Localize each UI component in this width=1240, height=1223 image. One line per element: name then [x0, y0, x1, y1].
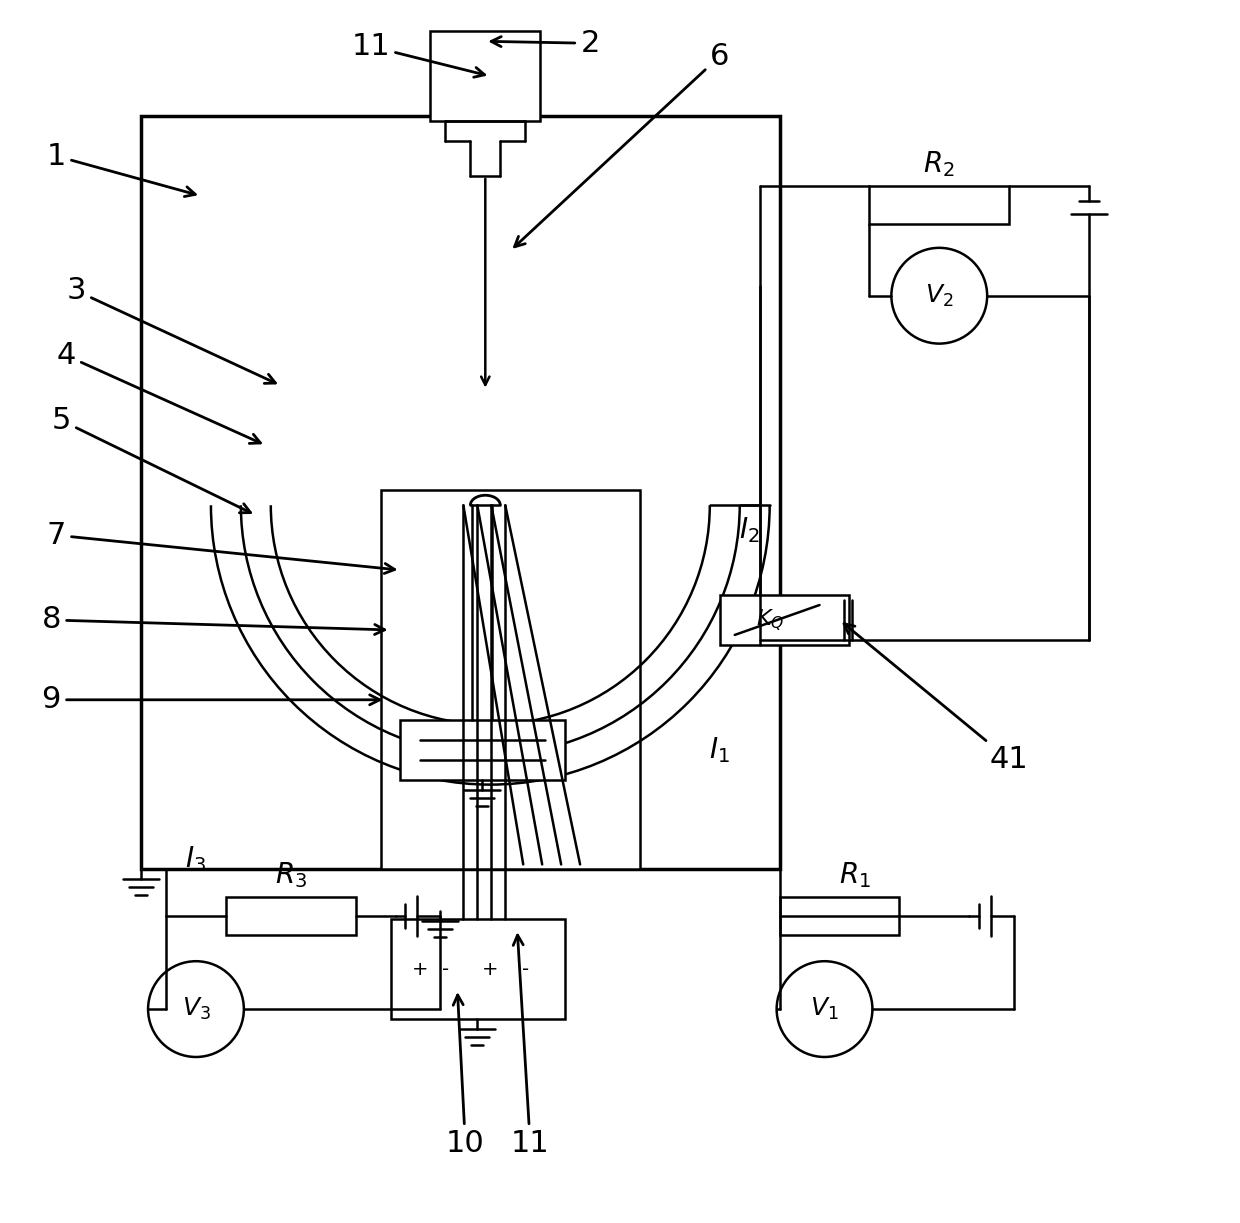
- Text: $I_2$: $I_2$: [739, 515, 760, 545]
- Text: 1: 1: [47, 142, 195, 197]
- Text: +: +: [482, 960, 498, 978]
- Bar: [869, 186, 1009, 224]
- Bar: [719, 596, 849, 645]
- Text: 5: 5: [52, 406, 250, 512]
- Text: $I_1$: $I_1$: [709, 735, 730, 764]
- Text: 11: 11: [351, 32, 485, 77]
- Text: $R_3$: $R_3$: [275, 861, 306, 890]
- Circle shape: [892, 248, 987, 344]
- Text: 7: 7: [47, 521, 394, 574]
- Text: -: -: [522, 960, 528, 978]
- Text: 2: 2: [491, 29, 600, 57]
- Text: $V_3$: $V_3$: [181, 996, 211, 1022]
- Text: -: -: [441, 960, 449, 978]
- Text: $V_2$: $V_2$: [925, 283, 954, 309]
- Text: $R_2$: $R_2$: [924, 149, 955, 179]
- Bar: [391, 920, 565, 1019]
- Text: $R_1$: $R_1$: [838, 861, 870, 890]
- Text: $K_Q$: $K_Q$: [755, 608, 784, 632]
- Bar: [430, 32, 541, 121]
- Text: 11: 11: [511, 936, 549, 1158]
- Bar: [141, 116, 780, 870]
- Text: +: +: [412, 960, 429, 978]
- Text: $V_1$: $V_1$: [810, 996, 838, 1022]
- Bar: [226, 898, 356, 936]
- Bar: [780, 898, 899, 936]
- Circle shape: [776, 961, 873, 1057]
- Circle shape: [148, 961, 244, 1057]
- Text: $I_3$: $I_3$: [186, 845, 207, 874]
- Text: 8: 8: [42, 605, 384, 635]
- Text: 10: 10: [446, 996, 485, 1158]
- Text: 6: 6: [515, 42, 729, 247]
- Bar: [401, 720, 565, 779]
- Text: 4: 4: [57, 341, 260, 444]
- Text: 3: 3: [67, 276, 275, 383]
- Text: 9: 9: [42, 685, 379, 714]
- Bar: [381, 490, 640, 870]
- Text: 41: 41: [844, 624, 1028, 774]
